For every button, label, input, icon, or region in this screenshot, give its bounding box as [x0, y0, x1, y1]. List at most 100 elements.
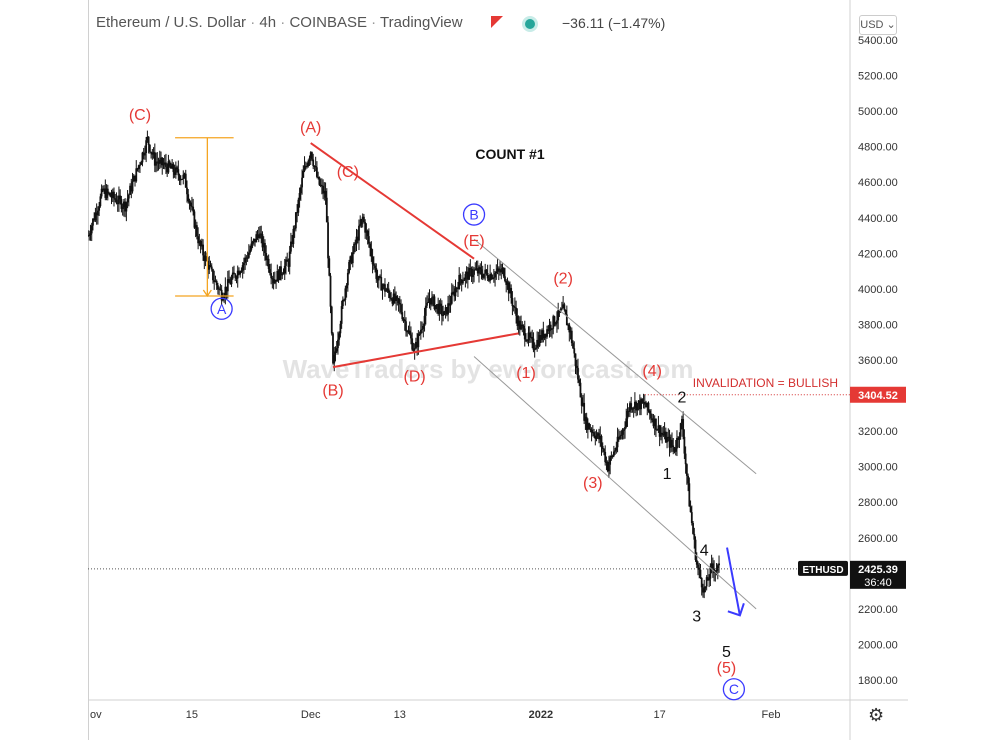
candle-body	[547, 329, 550, 332]
candle-body	[553, 316, 556, 325]
candle-body	[640, 399, 642, 410]
platform: TradingView	[380, 14, 463, 31]
triangle-line	[310, 142, 475, 260]
candle-body	[480, 269, 483, 275]
candle-body	[146, 136, 149, 141]
candle-body	[139, 164, 141, 166]
candle-body	[250, 243, 253, 250]
candle-body	[127, 194, 130, 199]
candle-body	[431, 297, 433, 305]
candle-body	[523, 328, 526, 340]
candle-body	[526, 340, 529, 342]
candle-body	[517, 320, 520, 327]
candle-body	[116, 203, 119, 205]
candle-body	[662, 434, 665, 436]
candle-body	[171, 164, 174, 169]
candle-body	[682, 419, 685, 437]
candle-body	[382, 284, 385, 287]
candle-body	[225, 286, 228, 292]
candle-body	[478, 267, 480, 274]
candle-body	[360, 219, 363, 225]
candle-body	[677, 437, 680, 440]
candle-body	[192, 206, 195, 212]
candle-body	[612, 451, 615, 456]
candle-body	[194, 225, 197, 228]
candle-body	[598, 433, 600, 440]
wave-label: C	[729, 681, 739, 697]
candle-body	[500, 269, 503, 273]
candle-body	[327, 222, 329, 259]
price-chart[interactable]: 5400.00 5200.00 5000.00 4800.00 4600.00 4400.…	[88, 0, 908, 740]
candle-body	[583, 402, 586, 421]
candle-body	[334, 351, 337, 355]
candle-body	[172, 164, 175, 173]
candle-body	[247, 252, 250, 258]
candle-body	[705, 577, 708, 587]
candle-body	[106, 188, 109, 193]
candle-body	[377, 276, 380, 281]
candle-body	[282, 273, 285, 275]
flag-icon[interactable]	[491, 16, 503, 28]
candle-body	[479, 267, 482, 270]
candle-body	[499, 270, 501, 273]
candle-body	[522, 326, 525, 329]
candle-body	[569, 330, 572, 333]
candle-body	[575, 365, 578, 369]
currency-button[interactable]: USD ⌄	[859, 15, 897, 35]
y-tick-label: 5000.00	[858, 106, 898, 118]
candle-body	[316, 167, 318, 177]
candle-body	[704, 586, 707, 589]
candle-body	[193, 211, 196, 228]
candle-body	[455, 287, 458, 289]
candle-body	[458, 274, 461, 290]
candle-body	[209, 264, 212, 267]
candle-body	[588, 423, 591, 430]
candle-body	[125, 202, 128, 212]
gear-icon[interactable]: ⚙	[868, 705, 885, 725]
candle-body	[460, 279, 463, 284]
forecast-arrow-line	[726, 547, 741, 616]
candle-body	[702, 587, 704, 593]
candle-body	[416, 341, 419, 348]
candle-body	[178, 175, 181, 181]
candle-body	[152, 152, 155, 155]
candle-body	[359, 224, 362, 226]
candle-body	[324, 190, 327, 198]
candle-body	[637, 400, 640, 404]
candle-body	[405, 321, 407, 332]
candle-body	[220, 289, 223, 301]
candle-body	[445, 307, 448, 315]
y-tick-label: 2800.00	[858, 497, 898, 509]
candle-body	[198, 240, 201, 244]
candle-body	[309, 152, 312, 159]
candle-body	[638, 400, 641, 410]
candle-body	[693, 533, 696, 540]
candle-body	[299, 187, 302, 194]
candle-body	[349, 256, 352, 263]
count-label: COUNT #1	[475, 146, 544, 162]
candle-body	[626, 410, 629, 419]
candle-body	[88, 235, 89, 237]
candle-body	[376, 278, 379, 281]
candle-body	[516, 315, 519, 327]
invalidation-price-box	[850, 386, 906, 403]
candle-body	[620, 434, 623, 436]
candle-body	[338, 333, 341, 340]
candle-body	[137, 165, 140, 169]
wave-label: (2)	[553, 271, 573, 288]
candle-body	[115, 199, 118, 204]
candle-body	[464, 274, 467, 280]
candle-body	[454, 288, 457, 297]
candle-body	[374, 265, 376, 269]
candle-body	[421, 328, 423, 330]
symbol-badge	[798, 560, 848, 576]
wave-label: (4)	[642, 363, 662, 380]
candle-body	[217, 285, 219, 290]
candle-body	[486, 272, 489, 279]
candle-body	[573, 348, 576, 354]
wave-label: (C)	[337, 164, 359, 181]
candle-body	[616, 436, 619, 448]
candle-body	[333, 354, 336, 364]
candle-body	[361, 216, 364, 220]
candle-body	[118, 195, 120, 204]
